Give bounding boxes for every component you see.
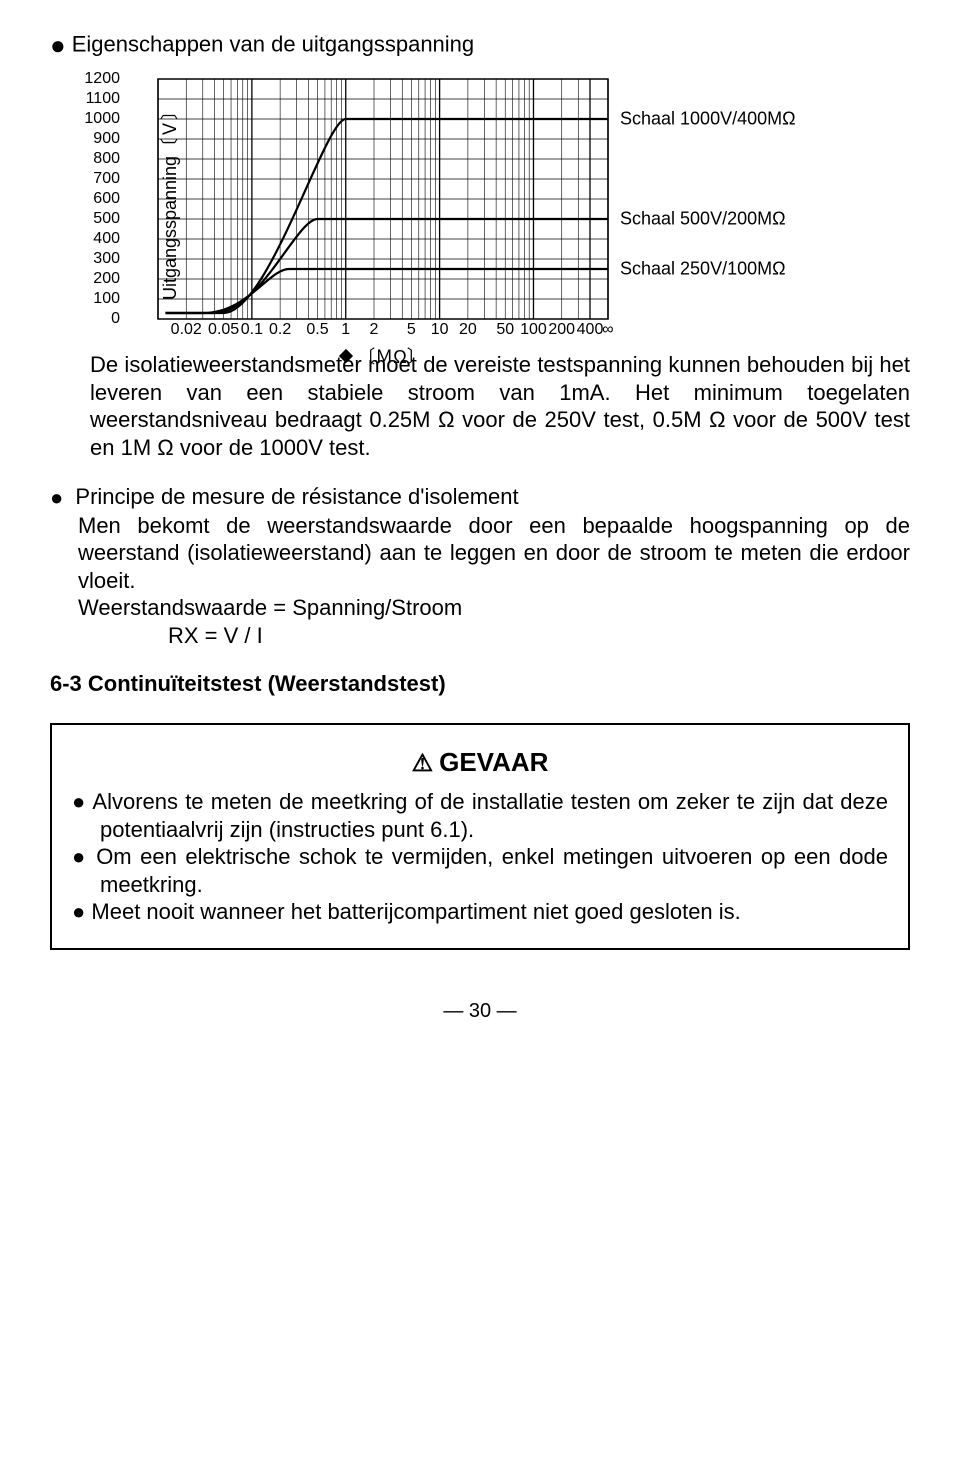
paragraph-2: ● Principe de mesure de résistance d'iso… — [78, 483, 910, 649]
x-axis-label-text: 〔ＭΩ〕 — [357, 347, 424, 367]
warning-item-text: Om een elektrische schok te vermijden, e… — [96, 844, 888, 897]
y-axis-label: Uitgangsspanning〔Ｖ〕 — [156, 102, 182, 300]
x-tick: 0.05 — [208, 321, 239, 339]
y-tick: 600 — [93, 190, 120, 208]
x-tick: 2 — [370, 321, 379, 339]
bullet-icon: ● — [50, 485, 63, 510]
warning-item: ● Om een elektrische schok te vermijden,… — [100, 843, 888, 898]
y-tick: 100 — [93, 290, 120, 308]
x-tick: 200 — [548, 321, 575, 339]
y-tick: 1200 — [84, 70, 120, 88]
warning-icon: ⚠ — [412, 750, 434, 777]
y-tick: 1000 — [84, 110, 120, 128]
y-tick: 500 — [93, 210, 120, 228]
bullet-icon: ● — [50, 30, 66, 60]
bullet-icon: ● — [72, 789, 92, 814]
warning-item: ● Meet nooit wanneer het batterijcompart… — [100, 898, 888, 926]
x-tick: 5 — [407, 321, 416, 339]
y-tick: 200 — [93, 270, 120, 288]
series-label: Schaal 250V/100MΩ — [620, 259, 786, 280]
heading-6-3: 6-3 Continuïteitstest (Weerstandstest) — [50, 671, 910, 697]
voltage-chart: Uitgangsspanning〔Ｖ〕 0 100 200 300 400 500 600 7… — [90, 71, 910, 331]
x-tick: 0.1 — [241, 321, 263, 339]
warning-item: ● Alvorens te meten de meetkring of de i… — [100, 788, 888, 843]
diamond-icon — [339, 349, 353, 363]
y-tick: 800 — [93, 150, 120, 168]
section-title: ●Eigenschappen van de uitgangsspanning — [50, 30, 910, 61]
warning-box: ⚠GEVAAR ● Alvorens te meten de meetkring… — [50, 723, 910, 950]
warning-item-text: Alvorens te meten de meetkring of de ins… — [92, 789, 888, 842]
x-axis-label: 〔ＭΩ〕 — [158, 343, 608, 369]
series-label: Schaal 500V/200MΩ — [620, 209, 786, 230]
x-tick: 100 — [520, 321, 547, 339]
y-tick: 300 — [93, 250, 120, 268]
warning-title: ⚠GEVAAR — [72, 747, 888, 778]
y-tick: 900 — [93, 130, 120, 148]
page-number: — 30 — — [50, 1000, 910, 1023]
y-tick: 400 — [93, 230, 120, 248]
x-tick: 0.2 — [269, 321, 291, 339]
x-tick: 0.02 — [171, 321, 202, 339]
y-tick: 0 — [111, 310, 120, 328]
bullet-icon: ● — [72, 899, 91, 924]
x-tick: 400 — [577, 321, 604, 339]
x-tick: ∞ — [602, 321, 613, 339]
para2-line2: Weerstandswaarde = Spanning/Stroom — [78, 595, 462, 620]
warning-title-text: GEVAAR — [439, 747, 548, 777]
para2-title: Principe de mesure de résistance d'isole… — [75, 484, 518, 509]
y-tick: 700 — [93, 170, 120, 188]
para2-body: Men bekomt de weerstandswaarde door een … — [78, 513, 910, 593]
x-tick: 50 — [496, 321, 514, 339]
x-tick: 1 — [341, 321, 350, 339]
x-tick: 0.5 — [306, 321, 328, 339]
x-tick: 10 — [431, 321, 449, 339]
warning-item-text: Meet nooit wanneer het batterijcompartim… — [91, 899, 740, 924]
x-tick: 20 — [459, 321, 477, 339]
title-text: Eigenschappen van de uitgangsspanning — [72, 31, 474, 56]
series-label: Schaal 1000V/400MΩ — [620, 109, 796, 130]
bullet-icon: ● — [72, 844, 96, 869]
para2-line3: RX = V / I — [168, 622, 263, 650]
y-tick: 1100 — [86, 90, 120, 108]
